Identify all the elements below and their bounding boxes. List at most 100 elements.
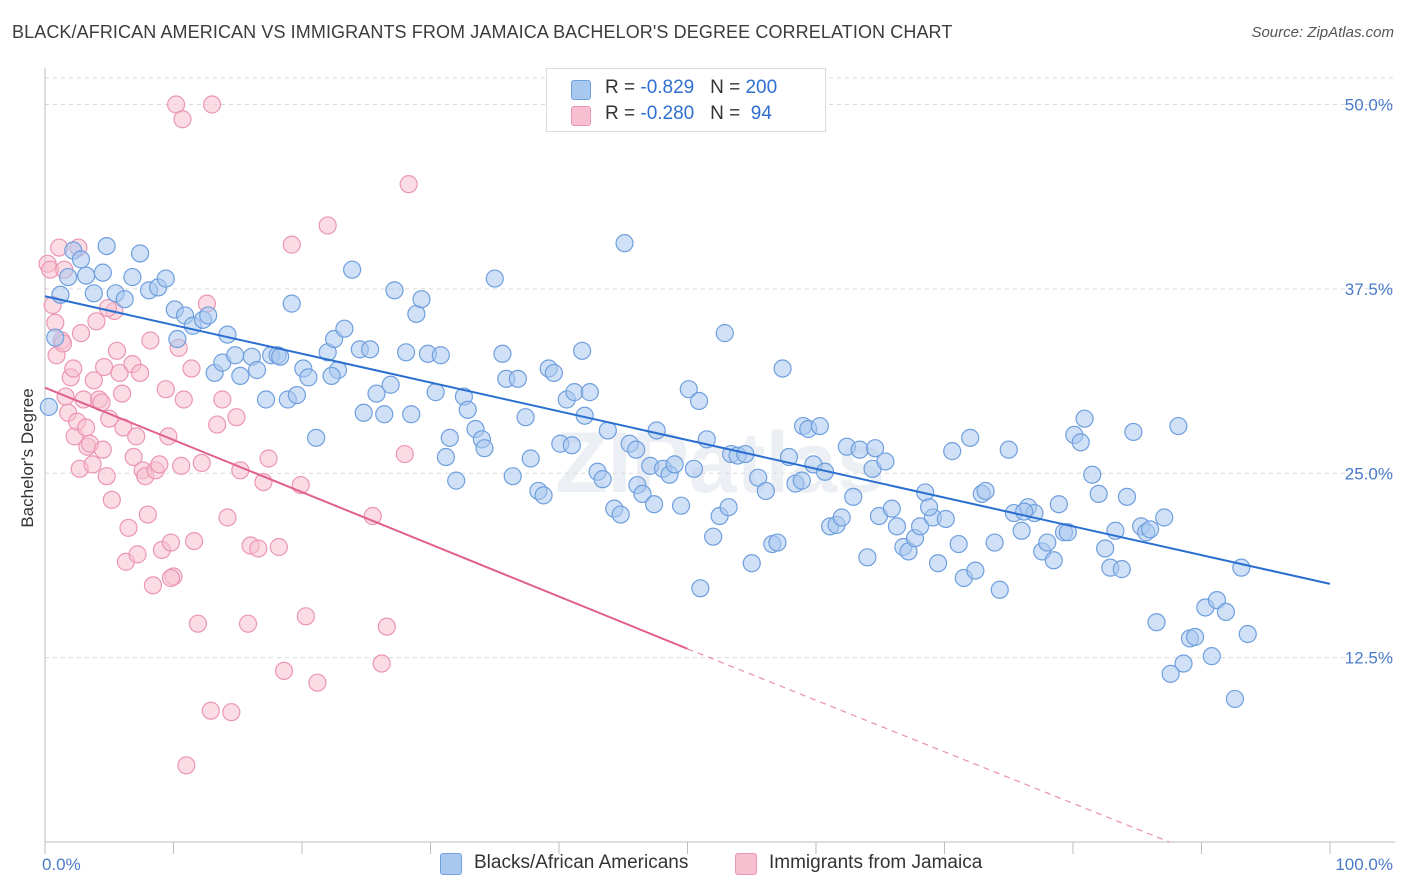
jamaica-point: [222, 703, 241, 722]
black-point: [231, 366, 250, 385]
jamaica-point: [372, 654, 391, 673]
stats-legend: R = -0.829 N = 200 R = -0.280 N = 94: [546, 68, 826, 132]
black-point: [426, 383, 445, 402]
black-point: [1012, 521, 1031, 540]
jamaica-point: [172, 456, 191, 475]
black-point: [71, 250, 91, 269]
black-point: [985, 533, 1004, 552]
jamaica-point: [174, 390, 193, 409]
black-point: [375, 405, 394, 424]
black-point: [485, 269, 504, 288]
black-point: [768, 533, 787, 552]
x-tick-label: 0.0%: [42, 855, 81, 874]
black-point: [1238, 624, 1257, 644]
jamaica-point: [83, 455, 102, 474]
black-point: [644, 495, 664, 514]
black-point: [919, 498, 939, 517]
black-point: [792, 471, 811, 490]
black-point: [402, 405, 421, 424]
black-point: [671, 496, 691, 515]
series-legend-label: Blacks/African Americans: [474, 852, 689, 873]
y-axis-label: Bachelor's Degree: [18, 388, 37, 527]
legend-r-label: R =: [605, 77, 641, 98]
jamaica-point: [87, 312, 106, 331]
black-point: [385, 281, 404, 300]
jamaica-point: [184, 531, 204, 551]
jamaica-point: [318, 216, 337, 235]
jamaica-point: [377, 617, 396, 636]
black-point: [633, 484, 652, 503]
jamaica-point: [161, 533, 181, 552]
black-point: [1185, 627, 1205, 647]
black-point: [39, 397, 58, 416]
jamaica-point: [259, 449, 278, 468]
legend-n-value: 94: [745, 103, 772, 124]
black-point: [226, 346, 245, 365]
jamaica-point: [77, 418, 96, 437]
legend-swatch-jamaica: [735, 853, 757, 875]
legend-swatch-jamaica: [571, 106, 591, 126]
black-point: [458, 400, 477, 419]
jamaica-point: [95, 357, 114, 377]
jamaica-point: [143, 576, 163, 595]
black-point: [1124, 422, 1143, 442]
black-point: [493, 344, 512, 363]
jamaica-point: [213, 390, 232, 409]
legend-swatch-black: [440, 853, 462, 875]
black-point: [689, 391, 709, 411]
black-point: [516, 408, 535, 427]
jamaica-point: [192, 453, 211, 473]
black-point: [999, 440, 1018, 459]
y-tick-label: 37.5%: [1345, 280, 1393, 299]
jamaica-point: [97, 467, 116, 486]
black-point: [534, 486, 553, 505]
jamaica-point: [127, 427, 146, 446]
jamaica-point: [395, 444, 414, 464]
black-point: [335, 319, 354, 338]
jamaica-point: [399, 175, 418, 194]
black-point: [1225, 689, 1245, 709]
black-point: [436, 447, 456, 467]
black-point: [156, 269, 175, 288]
y-tick-label: 12.5%: [1345, 649, 1393, 668]
legend-n-label: N =: [710, 77, 746, 98]
black-point: [447, 471, 466, 490]
black-point: [343, 260, 362, 279]
jamaica-point: [227, 408, 246, 427]
black-point: [1155, 508, 1174, 527]
black-trend-line: [44, 295, 1331, 585]
black-point: [647, 421, 666, 440]
black-point: [961, 428, 980, 447]
black-point: [719, 498, 738, 517]
legend-row-jamaica: R = -0.280 N = 94: [571, 103, 772, 127]
black-point: [508, 369, 527, 388]
black-point: [1174, 654, 1193, 673]
black-point: [773, 359, 792, 378]
legend-r-label: R =: [605, 103, 641, 124]
jamaica-point: [202, 95, 222, 114]
black-point: [287, 385, 306, 405]
black-point: [354, 403, 373, 422]
black-point: [858, 548, 877, 567]
jamaica-point: [150, 455, 169, 474]
series-legend: Blacks/African Americans Immigrants from…: [0, 850, 1406, 880]
black-point: [475, 439, 494, 458]
jamaica-point: [296, 607, 315, 626]
jamaica-point: [100, 409, 119, 428]
black-point: [810, 416, 829, 436]
jamaica-point: [173, 110, 192, 129]
gridlines: [45, 77, 1395, 659]
black-point: [943, 442, 962, 461]
legend-n-label: N =: [710, 103, 746, 124]
jamaica-trend-extension: [687, 648, 1170, 843]
jamaica-point: [208, 415, 227, 434]
jamaica-point: [107, 341, 127, 360]
black-point: [882, 499, 901, 518]
jamaica-point: [188, 614, 208, 633]
black-point: [580, 383, 599, 402]
black-point: [1089, 484, 1108, 503]
black-point: [299, 368, 318, 387]
black-point: [115, 290, 134, 309]
jamaica-point: [201, 701, 220, 720]
black-point: [1161, 664, 1180, 683]
